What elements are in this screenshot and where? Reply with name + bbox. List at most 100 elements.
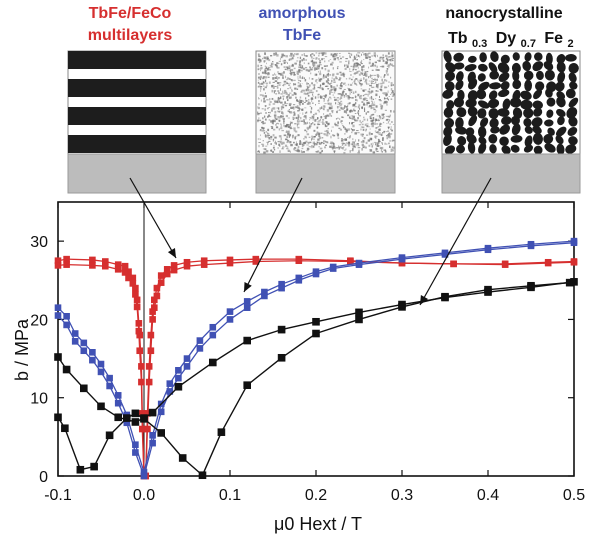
amorphous-speck — [329, 102, 332, 105]
data-point-marker — [147, 331, 155, 339]
amorphous-speck — [350, 128, 352, 130]
amorphous-speck — [261, 143, 264, 146]
amorphous-speck — [292, 104, 296, 106]
amorphous-speck — [305, 93, 308, 95]
amorphous-speck — [331, 61, 334, 64]
amorphous-speck — [307, 128, 309, 131]
amorphous-speck — [314, 119, 317, 122]
amorphous-speck — [345, 105, 348, 108]
amorphous-speck — [342, 74, 345, 77]
nanocrystal-grain — [533, 145, 543, 155]
amorphous-speck — [316, 64, 319, 67]
amorphous-speck — [385, 54, 388, 58]
amorphous-speck — [365, 79, 366, 81]
amorphous-speck — [373, 108, 376, 111]
amorphous-speck — [262, 127, 265, 129]
amorphous-speck — [391, 146, 393, 149]
amorphous-speck — [352, 59, 355, 62]
amorphous-speck — [382, 132, 384, 134]
amorphous-speck — [354, 102, 357, 105]
amorphous-speck — [372, 80, 374, 83]
amorphous-speck — [343, 88, 346, 90]
amorphous-speck — [357, 81, 360, 83]
amorphous-speck — [261, 120, 264, 123]
amorphous-speck — [299, 80, 302, 82]
amorphous-speck — [371, 124, 374, 128]
x-tick-label: 0.5 — [563, 487, 585, 504]
amorphous-speck — [353, 145, 355, 148]
amorphous-speck — [382, 56, 385, 59]
amorphous-speck — [297, 84, 300, 88]
amorphous-speck — [326, 73, 329, 76]
amorphous-speck — [357, 117, 359, 120]
amorphous-speck — [357, 132, 360, 134]
amorphous-speck — [311, 115, 314, 119]
amorphous-speck — [271, 84, 273, 88]
data-point-marker — [89, 256, 96, 264]
data-point-marker — [80, 339, 88, 347]
amorphous-speck — [380, 146, 384, 150]
amorphous-speck — [318, 77, 320, 79]
amorphous-speck — [310, 97, 314, 100]
amorphous-speck — [384, 150, 387, 153]
amorphous-speck — [375, 105, 378, 108]
data-point-marker — [89, 349, 96, 356]
amorphous-speck — [386, 73, 389, 76]
amorphous-speck — [315, 104, 316, 106]
amorphous-speck — [298, 142, 302, 145]
amorphous-diagram — [255, 50, 396, 194]
nanocrystalline-diagram — [441, 50, 581, 194]
amorphous-speck — [343, 91, 345, 93]
amorphous-speck — [379, 124, 381, 127]
multilayers-stripe-2 — [68, 79, 206, 97]
amorphous-speck — [264, 65, 266, 67]
nanocrystal-grain — [533, 89, 543, 100]
data-point-marker — [252, 258, 260, 265]
nanocrystalline-formula-sub2: 0.7 — [521, 38, 536, 50]
amorphous-speck — [358, 124, 362, 126]
amorphous-speck — [277, 62, 280, 64]
nanocrystal-grain — [464, 64, 477, 72]
nanocrystal-grain — [532, 132, 543, 145]
nanocrystal-grain — [467, 55, 477, 63]
amorphous-speck — [278, 72, 281, 75]
amorphous-speck — [311, 82, 313, 85]
amorphous-speck — [370, 75, 371, 79]
amorphous-speck — [302, 67, 306, 70]
amorphous-speck — [286, 138, 288, 140]
amorphous-speck — [290, 57, 293, 61]
amorphous-speck — [287, 124, 289, 128]
amorphous-speck — [391, 149, 394, 152]
amorphous-speck — [339, 103, 341, 106]
amorphous-speck — [299, 77, 302, 79]
amorphous-speck — [341, 123, 343, 125]
amorphous-speck — [392, 57, 394, 60]
amorphous-speck — [372, 98, 375, 101]
amorphous-speck — [268, 114, 271, 117]
amorphous-speck — [390, 59, 392, 62]
data-point-marker — [312, 317, 320, 326]
amorphous-speck — [308, 146, 312, 148]
amorphous-speck — [280, 72, 282, 76]
amorphous-speck — [317, 102, 320, 104]
amorphous-speck — [317, 121, 320, 123]
amorphous-speck — [340, 94, 344, 97]
amorphous-speck — [319, 60, 321, 62]
amorphous-speck — [380, 149, 383, 152]
amorphous-speck — [309, 91, 313, 93]
amorphous-speck — [259, 94, 263, 96]
amorphous-speck — [311, 66, 314, 69]
amorphous-speck — [351, 97, 354, 99]
amorphous-speck — [390, 109, 392, 113]
data-point-marker — [243, 381, 251, 389]
amorphous-speck — [281, 129, 284, 132]
amorphous-speck — [260, 87, 262, 90]
amorphous-speck — [311, 78, 314, 80]
amorphous-speck — [353, 65, 356, 67]
amorphous-speck — [302, 118, 305, 122]
data-point-marker — [243, 336, 251, 345]
amorphous-speck — [298, 66, 301, 68]
amorphous-speck — [258, 85, 261, 88]
amorphous-speck — [375, 127, 377, 130]
amorphous-speck — [305, 88, 308, 92]
